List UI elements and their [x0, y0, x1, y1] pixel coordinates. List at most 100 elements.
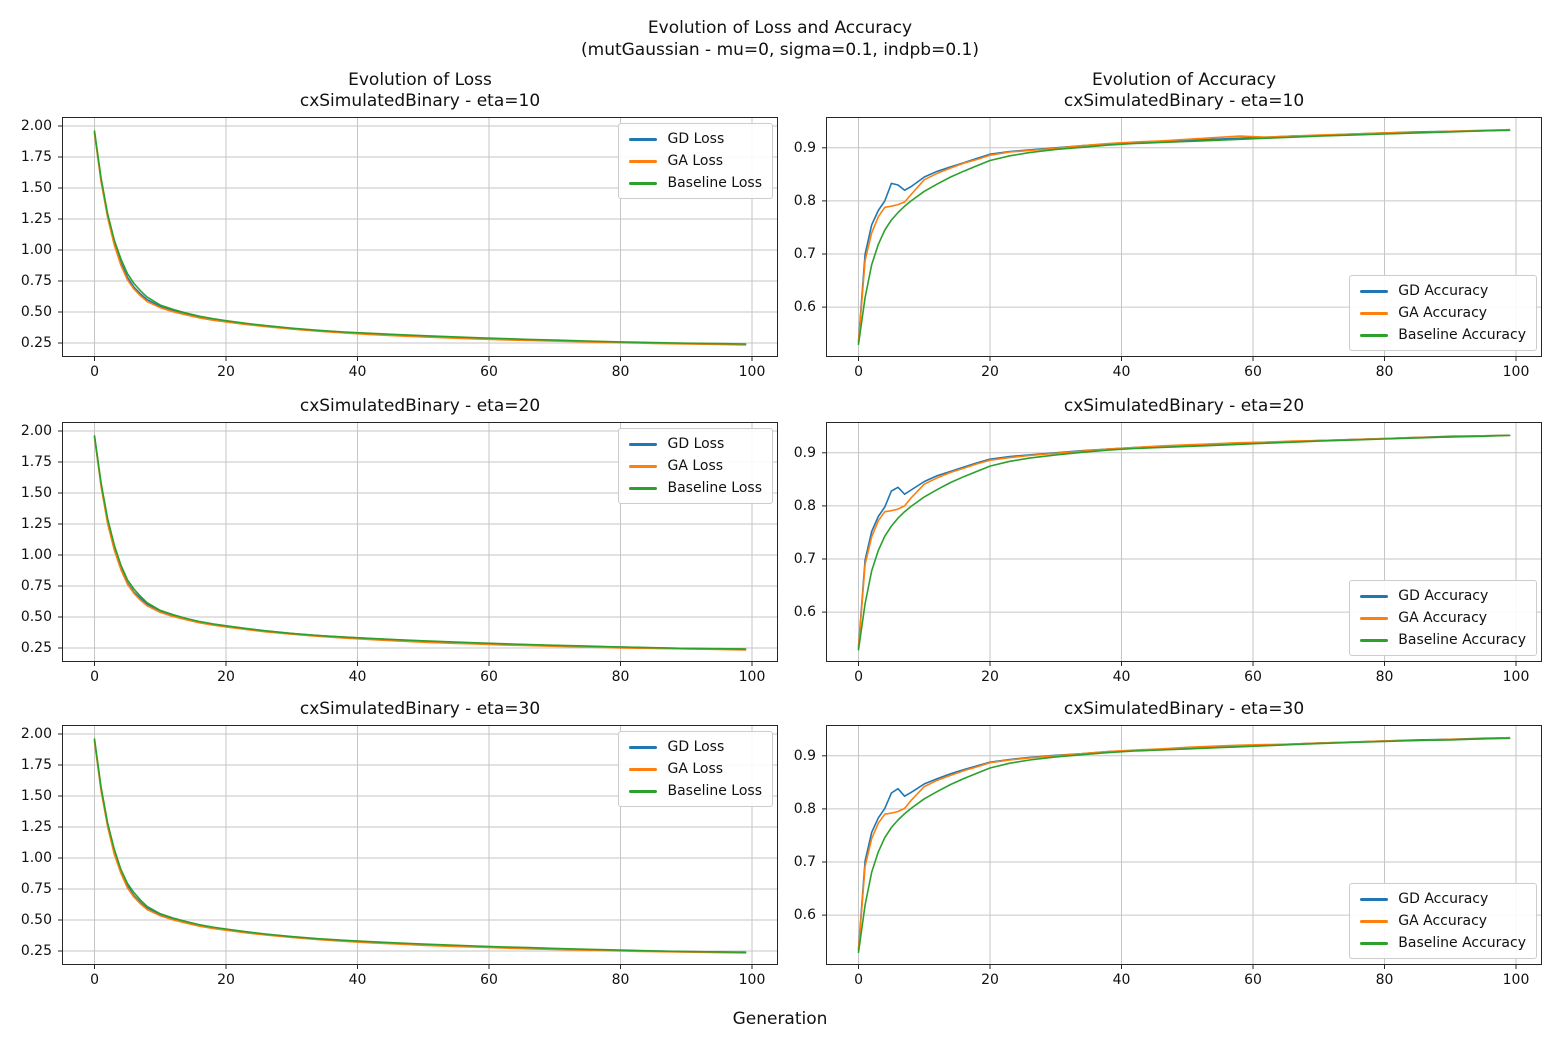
legend-item: GD Accuracy — [1360, 891, 1526, 907]
legend-line-swatch — [629, 181, 658, 185]
subplot-accuracy-eta20: cxSimulatedBinary - eta=20 0 20 40 60 80 100 0… — [794, 396, 1542, 685]
y-tick-label: 0.9 — [793, 139, 816, 156]
legend-item-label: GA Loss — [667, 761, 724, 777]
subplot-title: cxSimulatedBinary - eta=20 — [826, 396, 1542, 417]
legend-line-swatch — [1360, 897, 1389, 901]
x-tick-label: 80 — [1375, 669, 1394, 685]
legend-line-swatch — [1360, 638, 1389, 642]
subplot-title: cxSimulatedBinary - eta=30 — [826, 699, 1542, 720]
y-tick-label: 1.00 — [20, 850, 52, 867]
x-tick-label: 20 — [217, 669, 235, 685]
subplot-title-line2: cxSimulatedBinary - eta=20 — [1063, 396, 1305, 416]
x-tick-label: 40 — [1112, 669, 1131, 685]
plot-border — [62, 117, 778, 357]
legend-item-label: GA Loss — [667, 458, 724, 474]
x-tick-label: 100 — [1502, 972, 1530, 988]
legend-item: GA Accuracy — [1360, 610, 1526, 626]
subplot-loss-eta30: cxSimulatedBinary - eta=30 0 20 40 60 80 100 0… — [21, 699, 778, 988]
x-tick-label: 0 — [90, 972, 99, 988]
subplot-title-line1: Evolution of Accuracy — [1091, 70, 1277, 90]
x-tick-label: 0 — [854, 972, 863, 988]
series-line-baseline-loss — [93, 435, 747, 650]
x-tick-label: 100 — [1502, 364, 1530, 380]
x-tick-label: 0 — [90, 669, 99, 685]
legend-item: GD Loss — [629, 739, 762, 755]
x-tick-label: 40 — [348, 669, 367, 685]
legend-item: GA Accuracy — [1360, 913, 1526, 929]
subplot-title-line2: cxSimulatedBinary - eta=10 — [1063, 91, 1305, 111]
legend-item: Baseline Loss — [629, 175, 762, 191]
legend-line-swatch — [1360, 941, 1389, 945]
plot-area — [58, 725, 778, 969]
series-line-baseline-accuracy — [857, 434, 1511, 651]
y-tick-label: 1.00 — [20, 547, 52, 564]
legend-item: GD Loss — [629, 131, 762, 147]
legend-item-label: Baseline Loss — [667, 480, 762, 496]
series-line-baseline-accuracy — [857, 737, 1511, 954]
legend-item: Baseline Loss — [629, 783, 762, 799]
y-tick-label: 0.8 — [793, 497, 816, 514]
x-tick-label: 100 — [738, 972, 766, 988]
legend-item: GA Loss — [629, 458, 762, 474]
figure-title-line1: Evolution of Loss and Accuracy — [647, 18, 913, 38]
legend-line-swatch — [629, 159, 658, 163]
legend-item: GD Accuracy — [1360, 283, 1526, 299]
legend-line-swatch — [629, 442, 658, 446]
series-line-baseline-loss — [93, 738, 747, 953]
legend-item: GA Accuracy — [1360, 305, 1526, 321]
x-tick-label: 80 — [1375, 972, 1394, 988]
subplot-title-line1: Evolution of Loss — [348, 70, 492, 90]
series-line-baseline-loss — [93, 130, 747, 345]
legend-item: GD Loss — [629, 436, 762, 452]
series-line-ga-loss — [93, 436, 747, 651]
legend-item: GD Accuracy — [1360, 588, 1526, 604]
legend: GD Accuracy GA Accuracy Baseline Accuracy — [1349, 275, 1537, 351]
y-tick-label: 0.50 — [20, 912, 52, 928]
y-tick-label: 1.75 — [20, 149, 52, 166]
legend-line-swatch — [629, 745, 658, 749]
legend-item-label: GD Loss — [667, 739, 725, 755]
y-tick-label: 0.50 — [20, 304, 52, 320]
y-tick-label: 1.00 — [20, 242, 52, 259]
y-tick-label: 0.6 — [793, 299, 816, 316]
x-tick-label: 20 — [981, 669, 999, 685]
legend-item-label: Baseline Loss — [667, 175, 762, 191]
y-tick-label: 1.50 — [20, 180, 52, 197]
y-tick-label: 0.8 — [793, 800, 816, 817]
x-tick-label: 40 — [348, 364, 367, 380]
y-tick-label: 0.7 — [793, 853, 816, 870]
subplot-title-line2: cxSimulatedBinary - eta=20 — [299, 396, 541, 416]
legend-line-swatch — [629, 137, 658, 141]
x-tick-label: 40 — [348, 972, 367, 988]
legend-item: Baseline Accuracy — [1360, 935, 1526, 951]
legend-line-swatch — [1360, 594, 1389, 598]
y-tick-label: 0.8 — [793, 192, 816, 209]
legend-item: Baseline Accuracy — [1360, 327, 1526, 343]
y-tick-label: 1.75 — [20, 454, 52, 471]
y-tick-label: 0.75 — [20, 578, 52, 594]
legend: GD Accuracy GA Accuracy Baseline Accuracy — [1349, 883, 1537, 959]
legend-line-swatch — [629, 789, 658, 793]
legend-item-label: GD Accuracy — [1398, 283, 1489, 299]
subplot-title: Evolution of Loss cxSimulatedBinary - et… — [62, 70, 778, 112]
figure-title: Evolution of Loss and Accuracy (mutGauss… — [0, 17, 1560, 61]
x-tick-label: 100 — [738, 364, 766, 380]
x-tick-label: 40 — [1112, 972, 1131, 988]
legend-line-swatch — [1360, 333, 1389, 337]
y-tick-label: 0.25 — [20, 639, 52, 656]
x-tick-label: 20 — [981, 364, 999, 380]
x-tick-label: 0 — [90, 364, 99, 380]
series-line-ga-loss — [93, 740, 747, 954]
x-tick-label: 20 — [217, 972, 235, 988]
legend-item: GA Loss — [629, 761, 762, 777]
subplot-accuracy-eta10: Evolution of Accuracy cxSimulatedBinary … — [794, 70, 1542, 380]
subplot-title: Evolution of Accuracy cxSimulatedBinary … — [826, 70, 1542, 112]
x-axis-label: Generation — [732, 1009, 828, 1029]
y-tick-label: 2.00 — [20, 118, 52, 135]
plot-border — [826, 117, 1542, 357]
x-tick-label: 80 — [1375, 364, 1394, 380]
y-tick-label: 0.25 — [20, 942, 52, 959]
legend: GD Loss GA Loss Baseline Loss — [618, 731, 773, 807]
legend-item-label: GA Accuracy — [1398, 913, 1488, 929]
